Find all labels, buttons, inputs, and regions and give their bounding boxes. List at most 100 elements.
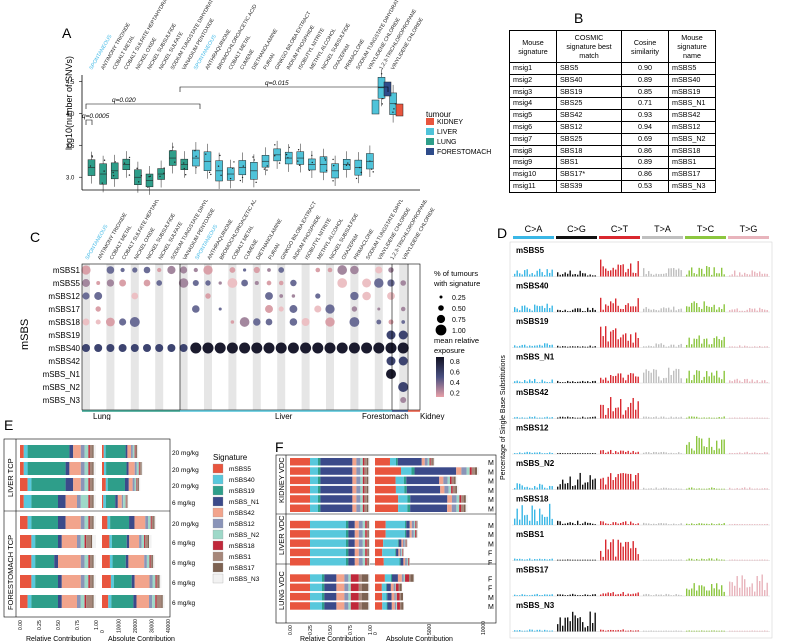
d-bar <box>648 630 650 632</box>
d-bar <box>731 582 733 596</box>
f-abs-segment <box>466 467 470 475</box>
c-stripe <box>350 264 359 410</box>
d-bar <box>658 417 660 419</box>
d-bar <box>734 417 736 419</box>
d-bar <box>718 589 720 596</box>
f-rel-segment <box>366 558 369 566</box>
f-rel-segment <box>336 602 345 610</box>
a-point <box>263 168 266 170</box>
e-abs-segment <box>134 478 137 491</box>
d-bar <box>514 453 516 454</box>
f-rel-segment <box>352 467 357 475</box>
d-bar <box>655 630 657 632</box>
f-rel-segment <box>362 548 366 557</box>
f-abs-segment <box>408 558 410 566</box>
f-abs-segment <box>456 504 460 512</box>
d-bar <box>668 268 670 277</box>
f-rel-segment <box>348 574 351 582</box>
d-bar <box>729 346 731 348</box>
f-rel-segment <box>336 592 345 601</box>
d-bar <box>544 594 546 596</box>
d-bar <box>721 630 723 632</box>
d-bar <box>653 417 655 419</box>
table-row: msig1 SBS5 0.90 mSBS5 <box>509 62 716 75</box>
d-bar <box>665 417 667 419</box>
d-bar <box>643 522 645 525</box>
d-bar <box>686 488 688 490</box>
e-rel-segment <box>20 445 24 458</box>
d-bar <box>519 595 521 596</box>
d-bar <box>721 488 723 490</box>
d-bar <box>610 593 612 596</box>
col-name: Mouse signature name <box>668 30 716 63</box>
d-bar <box>559 416 561 419</box>
f-abs-segment <box>451 495 457 503</box>
d-bar <box>587 275 589 277</box>
d-bar <box>678 594 680 596</box>
d-bar <box>589 274 591 277</box>
d-bar <box>746 488 748 490</box>
d-bar <box>759 630 761 632</box>
a-point <box>266 169 268 171</box>
c-dot <box>265 292 273 300</box>
f-abs-segment <box>385 520 406 529</box>
d-bar <box>721 417 723 419</box>
d-bar <box>577 479 579 490</box>
d-bar <box>673 595 675 596</box>
d-bar <box>713 417 715 419</box>
f-abs-segment <box>455 485 457 494</box>
d-bar <box>660 594 662 596</box>
d-bar <box>668 559 670 561</box>
e-abs-segment <box>128 555 145 568</box>
panel-a-ylabel: log10(number of SNVs) <box>64 56 74 150</box>
e-rel-segment <box>93 516 96 529</box>
d-bar <box>648 559 650 561</box>
c-row-label: mSBS_N1 <box>43 370 81 379</box>
f-abs-segment <box>399 583 402 592</box>
e-rel-segment <box>89 478 93 491</box>
d-bar <box>630 548 632 561</box>
d-bar <box>551 379 553 383</box>
d-bar <box>529 629 531 632</box>
f-abs-segment <box>444 485 449 494</box>
e-rel-segment <box>92 535 96 548</box>
d-bar <box>620 542 622 561</box>
d-bar <box>534 452 536 454</box>
e-rel-segment <box>35 555 55 568</box>
f-abs-segment <box>375 485 396 494</box>
c-dot <box>214 342 226 354</box>
a-point <box>372 171 374 173</box>
e-abs-segment <box>131 445 133 458</box>
c-dot <box>315 267 321 273</box>
d-bar <box>592 380 594 383</box>
f-abs-segment <box>406 539 407 547</box>
d-bar <box>660 308 662 312</box>
f-sex-label: M <box>488 488 494 495</box>
c-dot <box>119 279 127 287</box>
e-rel-segment <box>20 516 28 529</box>
f-abs-segment <box>415 530 417 538</box>
d-bar <box>574 615 576 632</box>
f-rel-segment <box>368 467 370 475</box>
f-abs-segment <box>395 548 397 557</box>
e-abs-segment <box>148 516 151 529</box>
d-bar <box>696 338 698 348</box>
d-bar <box>698 307 700 312</box>
d-bar <box>703 338 705 348</box>
d-bar <box>551 452 553 454</box>
a-point <box>392 111 394 113</box>
d-bar <box>627 524 629 525</box>
d-bar <box>759 346 761 348</box>
c-stripe <box>155 264 164 410</box>
d-bar <box>734 585 736 596</box>
d-bar <box>688 442 690 454</box>
d-bar <box>663 451 665 454</box>
d-bar <box>539 508 541 525</box>
d-bar <box>706 266 708 277</box>
d-bar <box>665 377 667 383</box>
e-rel-segment <box>80 462 85 475</box>
d-bar <box>600 629 602 632</box>
d-class-bar <box>513 236 554 239</box>
e-abs-segment <box>150 516 152 529</box>
f-abs-segment <box>395 476 404 485</box>
